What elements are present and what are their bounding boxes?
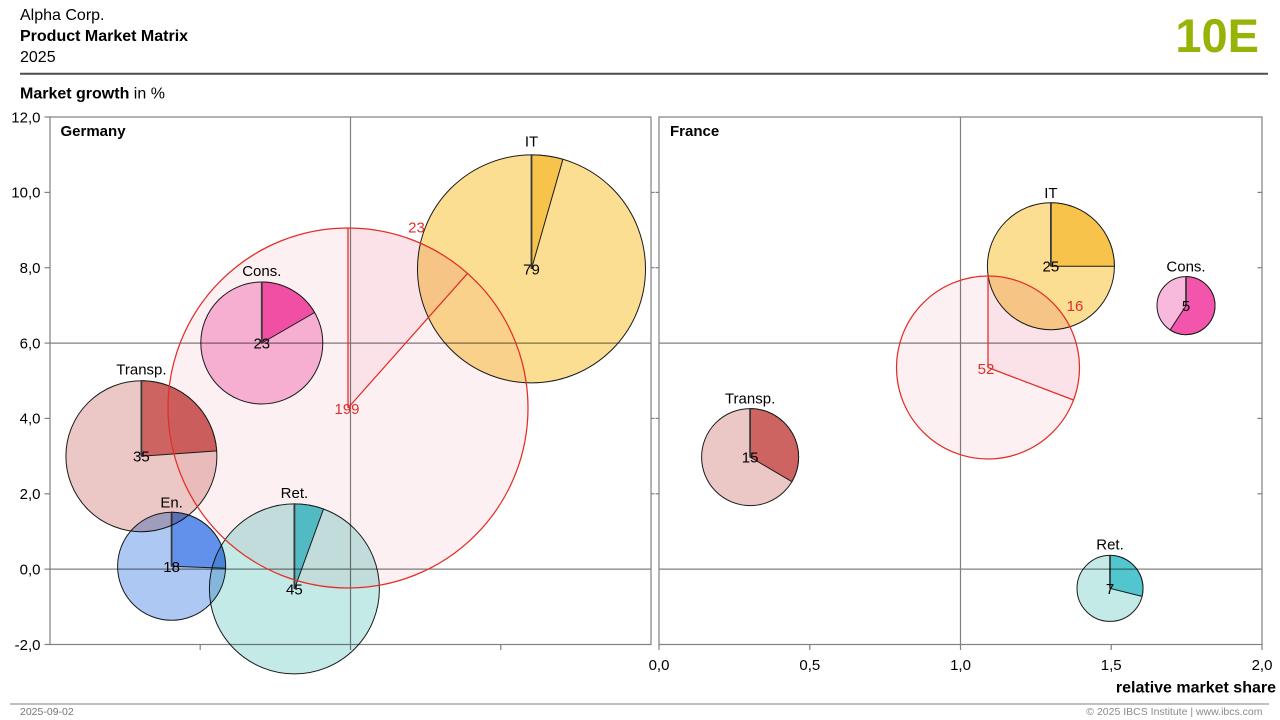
svg-text:Cons.: Cons.	[242, 263, 281, 280]
svg-text:Transp.: Transp.	[116, 362, 166, 379]
svg-text:Ret.: Ret.	[1096, 537, 1124, 554]
svg-text:2025-09-02: 2025-09-02	[20, 706, 74, 718]
svg-text:Transp.: Transp.	[725, 391, 775, 408]
svg-text:2025: 2025	[20, 49, 56, 66]
svg-text:12,0: 12,0	[11, 109, 40, 126]
svg-text:7: 7	[1106, 581, 1114, 598]
svg-text:Market growth in %: Market growth in %	[20, 86, 165, 103]
svg-text:52: 52	[978, 361, 995, 378]
svg-text:1,5: 1,5	[1101, 657, 1122, 674]
svg-text:Germany: Germany	[61, 123, 127, 140]
svg-text:6,0: 6,0	[20, 335, 41, 352]
svg-text:0,0: 0,0	[20, 561, 41, 578]
svg-text:18: 18	[163, 559, 180, 576]
svg-text:10,0: 10,0	[11, 185, 40, 202]
svg-text:-2,0: -2,0	[15, 637, 41, 654]
svg-text:16: 16	[1067, 298, 1084, 315]
svg-text:25: 25	[1043, 259, 1060, 276]
svg-text:2,0: 2,0	[1252, 657, 1273, 674]
svg-text:5: 5	[1182, 298, 1190, 315]
svg-text:IT: IT	[1044, 185, 1057, 202]
svg-text:0,5: 0,5	[799, 657, 820, 674]
svg-text:15: 15	[742, 450, 759, 467]
svg-text:23: 23	[253, 336, 270, 353]
svg-text:45: 45	[286, 581, 303, 598]
svg-text:Alpha Corp.: Alpha Corp.	[20, 7, 105, 24]
svg-text:Product Market Matrix: Product Market Matrix	[20, 28, 188, 45]
svg-text:23: 23	[408, 220, 425, 237]
svg-text:France: France	[670, 123, 719, 140]
svg-text:79: 79	[523, 261, 540, 278]
svg-text:© 2025 IBCS Institute | www.ib: © 2025 IBCS Institute | www.ibcs.com	[1086, 706, 1262, 718]
svg-text:IT: IT	[525, 134, 538, 151]
svg-text:relative market share: relative market share	[1116, 680, 1276, 697]
svg-text:2,0: 2,0	[20, 486, 41, 503]
svg-text:35: 35	[133, 449, 150, 466]
svg-text:Cons.: Cons.	[1166, 258, 1205, 275]
svg-text:4,0: 4,0	[20, 411, 41, 428]
svg-text:Ret.: Ret.	[281, 485, 309, 502]
svg-text:0,0: 0,0	[649, 657, 670, 674]
svg-text:1,0: 1,0	[950, 657, 971, 674]
svg-text:8,0: 8,0	[20, 260, 41, 277]
svg-text:199: 199	[334, 401, 359, 418]
svg-text:En.: En.	[160, 495, 183, 512]
svg-text:10E: 10E	[1175, 9, 1259, 62]
